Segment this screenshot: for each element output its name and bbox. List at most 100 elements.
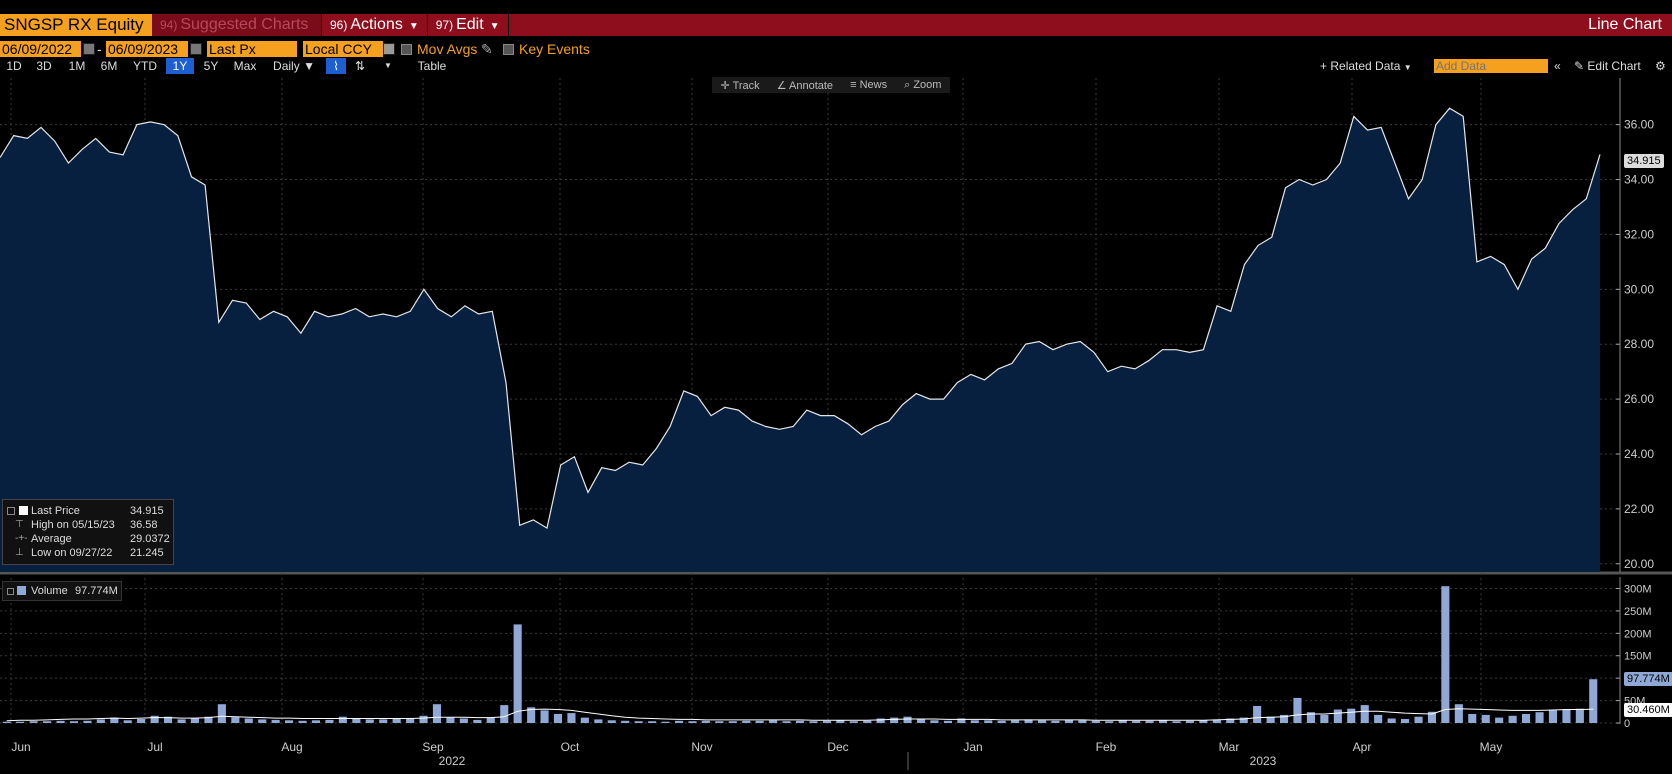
year-label: 2022 — [439, 754, 466, 768]
mov-avgs-label[interactable]: Mov Avgs — [417, 41, 478, 57]
volume-bar — [1159, 720, 1168, 723]
volume-bar — [755, 720, 764, 723]
volume-bar — [1522, 714, 1531, 723]
low-label: Low on 09/27/22 — [31, 547, 113, 559]
legend-last-price: Last Price 34.915 — [3, 504, 173, 518]
volume-bar — [164, 716, 173, 723]
timeframe-ytd[interactable]: YTD — [133, 59, 157, 73]
volume-bar — [1293, 697, 1302, 723]
volume-bar — [930, 720, 939, 723]
volume-bar — [917, 719, 926, 723]
gear-icon[interactable]: ⚙ — [1655, 59, 1666, 73]
timeframe-6m[interactable]: 6M — [100, 59, 118, 73]
volume-swatch-icon — [17, 586, 26, 595]
volume-bar — [1454, 704, 1463, 723]
volume-bar — [1253, 706, 1262, 723]
year-label: 2023 — [1250, 754, 1277, 768]
collapse-icon[interactable]: « — [1554, 59, 1561, 73]
x-tick-label: Mar — [1219, 740, 1240, 754]
edit-chart-label: Edit Chart — [1587, 59, 1641, 73]
edit-chart-button[interactable]: ✎ Edit Chart — [1574, 58, 1641, 74]
ticker-field[interactable]: SNGSP RX Equity — [0, 14, 152, 36]
volume-bar — [271, 719, 280, 723]
high-label: High on 05/15/23 — [31, 519, 115, 531]
key-events-label[interactable]: Key Events — [519, 41, 590, 57]
volume-bar — [29, 721, 38, 723]
volume-bar — [1481, 714, 1490, 723]
chevron-down-icon[interactable] — [383, 43, 395, 55]
volume-bar — [150, 715, 159, 723]
volume-tick-label: 150M — [1624, 651, 1652, 663]
mov-avgs-checkbox[interactable] — [401, 44, 412, 55]
news-label: News — [859, 79, 888, 91]
volume-bar — [177, 719, 186, 723]
timeframe-5y[interactable]: 5Y — [203, 59, 219, 73]
volume-bar — [1468, 714, 1477, 723]
timeframe-1y[interactable]: 1Y — [166, 58, 194, 74]
news-tool[interactable]: ≡ News — [850, 79, 887, 91]
volume-bar — [1360, 705, 1369, 723]
volume-bar — [957, 718, 966, 723]
x-tick-label: May — [1480, 740, 1503, 754]
suggested-charts-number: 94) — [160, 18, 178, 32]
chevron-down-icon[interactable]: ▼ — [384, 61, 392, 70]
volume-bar — [1078, 720, 1087, 723]
chart-type-title: Line Chart — [1588, 16, 1662, 33]
x-tick-label: Jul — [147, 740, 162, 754]
annotate-icon: ∠ — [776, 79, 787, 92]
frequency-select[interactable]: Daily ▼ — [266, 58, 322, 74]
volume-bar — [997, 720, 1006, 723]
volume-bar — [943, 720, 952, 723]
frequency-label: Daily — [273, 59, 300, 73]
volume-bar — [580, 717, 589, 723]
price-tick-label: 22.00 — [1624, 502, 1654, 516]
top-toolbar: SNGSP RX Equity 94) Suggested Charts 96) A… — [0, 14, 1672, 36]
last-price-tag: 34.915 — [1624, 154, 1664, 168]
collapse-box-icon[interactable] — [7, 588, 14, 595]
price-tick-label: 32.00 — [1624, 227, 1654, 241]
start-date-input[interactable]: 06/09/2022 — [0, 41, 81, 57]
volume-bar — [1562, 709, 1571, 723]
track-tool[interactable]: ✛ Track — [721, 79, 760, 92]
currency-select[interactable]: Local CCY — [303, 41, 383, 57]
last-price-value: 34.915 — [130, 505, 164, 517]
legend-low: ⊥ Low on 09/27/22 21.245 — [3, 546, 173, 560]
price-tick-label: 34.00 — [1624, 173, 1654, 187]
volume-bar — [258, 719, 267, 723]
calendar-icon[interactable] — [83, 43, 95, 55]
pencil-icon[interactable]: ✎ — [481, 41, 493, 57]
timeframe-row: 1D 3D 1M 6M YTD 1Y 5Y Max Daily ▼ ⌇ ⇅ ▼ … — [0, 58, 1672, 75]
zoom-label: Zoom — [913, 78, 942, 91]
price-tick-label: 20.00 — [1624, 557, 1654, 571]
volume-bar — [459, 718, 468, 723]
timeframe-max[interactable]: Max — [233, 59, 257, 73]
edit-menu[interactable]: 97) Edit ▼ — [428, 14, 509, 36]
annotate-tool[interactable]: ∠ Annotate — [777, 79, 833, 92]
line-chart-icon[interactable]: ⌇ — [326, 58, 346, 74]
volume-bar — [1535, 712, 1544, 723]
volume-average-line — [6, 708, 1594, 722]
collapse-box-icon[interactable] — [7, 507, 15, 515]
field-select[interactable]: Last Px — [207, 41, 297, 57]
volume-bar — [782, 721, 791, 723]
actions-menu[interactable]: 96) Actions ▼ — [322, 14, 428, 36]
volume-bar — [1105, 721, 1114, 723]
table-button[interactable]: Table — [417, 59, 447, 73]
related-data-button[interactable]: + Related Data ▼ — [1320, 58, 1412, 74]
sort-icon[interactable]: ⇅ — [354, 59, 366, 73]
add-data-input[interactable] — [1434, 59, 1548, 73]
volume-bar — [486, 717, 495, 723]
timeframe-1m[interactable]: 1M — [68, 59, 86, 73]
volume-bar — [1185, 720, 1194, 723]
zoom-tool[interactable]: ⌕ Zoom — [904, 79, 941, 92]
timeframe-1d[interactable]: 1D — [6, 59, 22, 73]
volume-bar — [553, 714, 562, 723]
suggested-charts-button[interactable]: 94) Suggested Charts — [152, 14, 322, 36]
key-events-checkbox[interactable] — [503, 44, 514, 55]
volume-bar — [1132, 720, 1141, 723]
timeframe-3d[interactable]: 3D — [36, 59, 52, 73]
calendar-icon[interactable] — [190, 43, 202, 55]
end-date-input[interactable]: 06/09/2023 — [106, 41, 188, 57]
plus-icon: + — [1320, 59, 1328, 73]
